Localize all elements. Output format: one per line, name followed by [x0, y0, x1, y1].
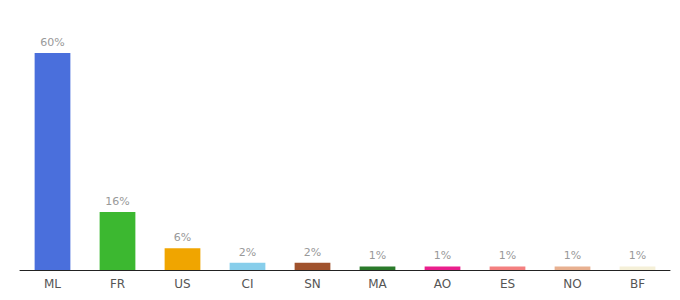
svg-text:1%: 1% — [434, 249, 451, 262]
svg-text:1%: 1% — [629, 249, 646, 262]
svg-text:2%: 2% — [239, 246, 256, 259]
svg-text:ML: ML — [44, 277, 61, 291]
svg-text:NO: NO — [563, 277, 581, 291]
svg-text:CI: CI — [242, 277, 254, 291]
svg-text:MA: MA — [368, 277, 387, 291]
svg-text:BF: BF — [630, 277, 645, 291]
svg-text:6%: 6% — [174, 231, 191, 244]
svg-text:AO: AO — [434, 277, 451, 291]
svg-text:ES: ES — [500, 277, 515, 291]
svg-text:1%: 1% — [369, 249, 386, 262]
svg-text:1%: 1% — [564, 249, 581, 262]
svg-text:FR: FR — [110, 277, 125, 291]
svg-text:US: US — [174, 277, 190, 291]
svg-text:60%: 60% — [40, 36, 64, 49]
svg-text:16%: 16% — [105, 195, 129, 208]
svg-text:SN: SN — [304, 277, 321, 291]
svg-text:1%: 1% — [499, 249, 516, 262]
svg-text:2%: 2% — [304, 246, 321, 259]
